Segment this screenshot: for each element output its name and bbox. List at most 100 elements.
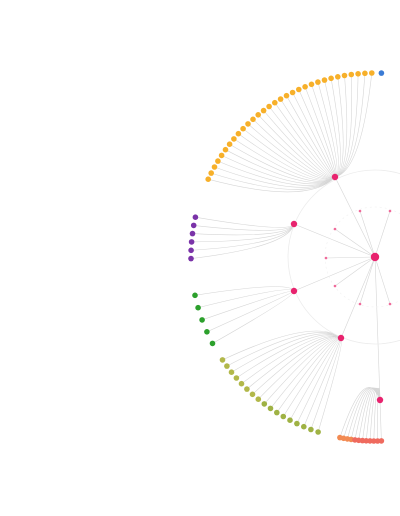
olive-leaf-node xyxy=(249,391,256,398)
orange-edge xyxy=(238,133,336,181)
orange-leaf-node xyxy=(208,170,214,176)
orange-leaf-node xyxy=(205,176,211,182)
purple-leaf-node xyxy=(188,239,195,245)
root-node xyxy=(370,252,380,262)
orange-edge xyxy=(274,102,336,178)
orange-leaf-node xyxy=(260,107,267,114)
orange-leaf-node xyxy=(362,70,368,77)
olive-leaf-node xyxy=(294,420,300,427)
edges-layer xyxy=(190,72,391,442)
purple-leaf-node xyxy=(190,222,197,229)
nodes-layer xyxy=(188,70,392,444)
orange-leaf-node xyxy=(315,79,321,85)
olive-leaf-node xyxy=(224,363,230,369)
olive-leaf-node xyxy=(219,357,226,363)
sub-hub-node xyxy=(358,302,362,306)
olive-edge xyxy=(258,336,342,400)
olive-leaf-node xyxy=(255,396,262,403)
orange-hub-node xyxy=(331,173,339,181)
orange-leaf-node xyxy=(266,103,272,110)
olive-leaf-node xyxy=(315,429,321,435)
sub-hub-node xyxy=(333,227,337,231)
olive-leaf-node xyxy=(261,401,268,407)
orange-leaf-node xyxy=(215,158,221,164)
olive-leaf-node xyxy=(238,380,245,387)
orange-leaf-node xyxy=(308,81,315,88)
orange-leaf-node xyxy=(240,125,246,132)
green-hub-node xyxy=(290,287,298,295)
olive-edge xyxy=(303,337,342,427)
green-edge xyxy=(212,290,295,344)
olive-hub-node xyxy=(337,334,345,342)
hub-edge xyxy=(340,256,376,339)
hub-edge xyxy=(374,256,381,401)
orange-edge xyxy=(211,172,336,190)
orange-leaf-node xyxy=(231,136,237,142)
sub-hub-node xyxy=(333,284,337,288)
orange-leaf-node xyxy=(222,146,229,153)
orange-leaf-node xyxy=(355,71,361,77)
hub-edge xyxy=(293,223,376,258)
orange-leaf-node xyxy=(272,99,278,106)
orange-leaf-node xyxy=(348,71,355,78)
orange-leaf-node xyxy=(211,164,218,170)
olive-leaf-node xyxy=(287,417,293,424)
purple-leaf-node xyxy=(189,230,196,237)
sub-hub-node xyxy=(388,209,392,213)
purple-edge xyxy=(195,216,295,228)
green-leaf-node xyxy=(192,292,198,299)
green-edge xyxy=(194,286,295,296)
orange-leaf-node xyxy=(277,96,284,102)
coral-edge xyxy=(379,387,382,441)
purple-leaf-node xyxy=(192,214,199,220)
orange-leaf-node xyxy=(341,72,348,79)
orange-leaf-node xyxy=(328,75,334,82)
blue-leaf-node xyxy=(378,70,385,76)
orange-edge xyxy=(242,128,336,180)
green-leaf-node xyxy=(204,329,210,335)
green-edge xyxy=(202,290,295,321)
purple-edge xyxy=(192,223,295,236)
coral-leaf-node xyxy=(378,438,385,444)
orange-edge xyxy=(208,176,336,193)
orange-edge xyxy=(334,76,344,178)
orange-leaf-node xyxy=(250,116,256,123)
olive-edge xyxy=(310,337,342,430)
olive-leaf-node xyxy=(267,405,274,412)
orange-leaf-node xyxy=(289,89,296,96)
olive-edge xyxy=(252,336,342,395)
orange-leaf-node xyxy=(302,84,308,90)
orange-edge xyxy=(233,138,336,181)
green-leaf-node xyxy=(195,304,201,311)
hub-edge xyxy=(334,176,376,258)
olive-edge xyxy=(317,337,342,433)
olive-leaf-node xyxy=(280,413,287,420)
purple-edge xyxy=(191,223,295,243)
coral-hub-node xyxy=(376,396,384,404)
orange-leaf-node xyxy=(283,92,290,99)
hub-edge xyxy=(293,256,376,292)
core-ring xyxy=(324,206,400,308)
sub-hub-node xyxy=(324,256,328,260)
olive-leaf-node xyxy=(301,423,307,430)
olive-edge xyxy=(296,337,342,424)
purple-hub-node xyxy=(290,220,298,228)
root-edge xyxy=(325,256,376,259)
root-edge xyxy=(359,256,376,305)
orange-edge xyxy=(221,155,336,185)
orange-edge xyxy=(247,123,336,179)
sub-hub-node xyxy=(358,209,362,213)
orange-leaf-node xyxy=(296,86,302,93)
orange-edge xyxy=(229,143,336,182)
inner-ring xyxy=(287,169,400,345)
green-leaf-node xyxy=(209,340,216,347)
orange-edge xyxy=(217,160,336,186)
orange-leaf-node xyxy=(321,77,328,83)
purple-edge xyxy=(191,223,295,251)
root-edge xyxy=(359,210,376,258)
root-edge xyxy=(374,210,391,258)
coral-edge xyxy=(350,387,381,440)
orange-leaf-node xyxy=(218,152,225,159)
